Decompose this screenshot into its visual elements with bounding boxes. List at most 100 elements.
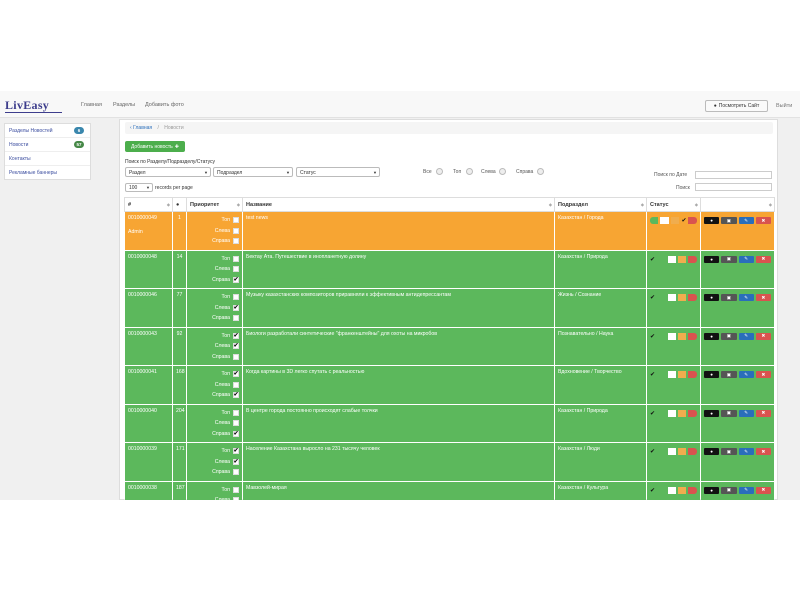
status-toggle-r[interactable]: [688, 255, 697, 263]
radio-right[interactable]: [537, 168, 544, 175]
priority-checkbox[interactable]: [233, 315, 239, 322]
col-id[interactable]: # ◆: [124, 197, 173, 212]
nav-link-add-photo[interactable]: Добавить фото: [145, 102, 184, 108]
delete-icon[interactable]: ✖: [755, 255, 771, 263]
logout-link[interactable]: Выйти: [776, 103, 793, 109]
view-eye-icon[interactable]: ●: [704, 255, 720, 263]
status-select[interactable]: Статус ▼: [296, 167, 380, 177]
delete-icon[interactable]: ✖: [755, 332, 771, 340]
status-toggle-r[interactable]: [688, 371, 697, 378]
priority-checkbox[interactable]: [233, 381, 239, 388]
status-toggle-r[interactable]: [688, 448, 697, 455]
priority-checkbox[interactable]: [233, 255, 239, 262]
priority-checkbox[interactable]: [233, 420, 239, 427]
row-title[interactable]: Биологи разработали синтетические "франк…: [242, 326, 555, 366]
status-toggle-o[interactable]: [678, 255, 687, 263]
priority-checkbox[interactable]: ✔: [233, 392, 239, 399]
sidebar-item[interactable]: Разделы Новостей 6: [5, 124, 90, 138]
row-title[interactable]: В центре города постоянно происходят сла…: [242, 403, 555, 443]
status-toggle-g[interactable]: [657, 448, 666, 455]
view-eye-icon[interactable]: ●: [704, 409, 720, 417]
table-row[interactable]: 0010000038187ТопСлеваСправа✔Мавзолей-мир…: [124, 480, 775, 500]
status-toggle-w[interactable]: [667, 448, 676, 455]
view-eye-icon[interactable]: ●: [704, 332, 720, 340]
priority-checkbox[interactable]: ✔: [233, 371, 239, 378]
row-title[interactable]: Музыку казахстанских композиторов прирав…: [242, 288, 555, 328]
row-title[interactable]: Когда картины в 3D легко спутать с реаль…: [242, 365, 555, 405]
image-icon[interactable]: ▣: [721, 371, 737, 378]
edit-pencil-icon[interactable]: ✎: [738, 486, 754, 494]
priority-checkbox[interactable]: ✔: [233, 458, 239, 465]
radio-all[interactable]: [436, 168, 443, 175]
status-toggle-w[interactable]: [667, 371, 676, 378]
view-eye-icon[interactable]: ●: [704, 371, 720, 378]
nav-link-sections[interactable]: Разделы: [113, 102, 136, 108]
nav-link-home[interactable]: Главная: [81, 102, 102, 108]
priority-checkbox[interactable]: [233, 486, 239, 493]
priority-checkbox[interactable]: [233, 266, 239, 273]
view-eye-icon[interactable]: ●: [704, 217, 720, 224]
row-title[interactable]: Население Казахстана выросло на 231 тыся…: [242, 442, 555, 482]
edit-pencil-icon[interactable]: ✎: [738, 217, 754, 224]
priority-checkbox[interactable]: [233, 353, 239, 360]
delete-icon[interactable]: ✖: [755, 448, 771, 455]
status-toggle-r[interactable]: [688, 409, 697, 417]
edit-pencil-icon[interactable]: ✎: [738, 371, 754, 378]
radio-top[interactable]: [466, 168, 473, 175]
priority-checkbox[interactable]: ✔: [233, 343, 239, 350]
sidebar-item[interactable]: Новости 57: [5, 138, 90, 152]
view-site-button[interactable]: ● Посмотреть Сайт: [705, 100, 768, 112]
sidebar-item[interactable]: Контакты: [5, 152, 90, 166]
priority-checkbox[interactable]: [233, 238, 239, 245]
image-icon[interactable]: ▣: [721, 217, 737, 224]
image-icon[interactable]: ▣: [721, 332, 737, 340]
section-select[interactable]: Раздел ▼: [125, 167, 211, 177]
status-toggle-g[interactable]: [650, 217, 659, 224]
radio-left[interactable]: [499, 168, 506, 175]
date-search-input[interactable]: [695, 171, 772, 179]
status-toggle-r[interactable]: [688, 486, 697, 494]
priority-checkbox[interactable]: [233, 469, 239, 476]
priority-checkbox[interactable]: [233, 497, 239, 500]
table-row[interactable]: 0010000048 14 Топ Слева Справа ✔ Бектау Ата. П…: [124, 249, 775, 289]
table-row[interactable]: 0010000039 171 Топ ✔ Слева ✔ Справа Население К…: [124, 442, 775, 482]
status-toggle-w[interactable]: [660, 217, 669, 224]
delete-icon[interactable]: ✖: [755, 371, 771, 378]
image-icon[interactable]: ▣: [721, 448, 737, 455]
status-toggle-o[interactable]: [678, 294, 687, 301]
col-title[interactable]: Название ◆: [242, 197, 555, 212]
delete-icon[interactable]: ✖: [755, 294, 771, 301]
edit-pencil-icon[interactable]: ✎: [738, 255, 754, 263]
priority-checkbox[interactable]: [233, 294, 239, 301]
view-eye-icon[interactable]: ●: [704, 294, 720, 301]
status-toggle-w[interactable]: [667, 255, 676, 263]
add-news-button[interactable]: Добавить новость ✚: [125, 141, 185, 152]
priority-checkbox[interactable]: [233, 217, 239, 224]
delete-icon[interactable]: ✖: [755, 217, 771, 224]
col-status[interactable]: Статус ◆: [646, 197, 701, 212]
subsection-select[interactable]: Подраздел ▼: [213, 167, 293, 177]
priority-checkbox[interactable]: ✔: [233, 276, 239, 283]
status-toggle-o[interactable]: [678, 371, 687, 378]
status-toggle-o[interactable]: [670, 217, 680, 224]
image-icon[interactable]: ▣: [721, 255, 737, 263]
status-toggle-r[interactable]: [688, 332, 697, 340]
status-toggle-g[interactable]: [657, 332, 666, 340]
brand-logo[interactable]: LivEasy: [5, 98, 50, 112]
status-toggle-r[interactable]: [688, 217, 697, 224]
priority-checkbox[interactable]: [233, 409, 239, 416]
row-title[interactable]: Мавзолей-мирая: [242, 480, 555, 500]
col-views[interactable]: ●: [172, 197, 187, 212]
priority-checkbox[interactable]: [233, 227, 239, 234]
status-toggle-w[interactable]: [667, 294, 676, 301]
priority-checkbox[interactable]: ✔: [233, 332, 239, 339]
image-icon[interactable]: ▣: [721, 294, 737, 301]
status-toggle-g[interactable]: [657, 255, 666, 263]
delete-icon[interactable]: ✖: [755, 409, 771, 417]
delete-icon[interactable]: ✖: [755, 486, 771, 494]
priority-checkbox[interactable]: ✔: [233, 448, 239, 455]
status-toggle-w[interactable]: [667, 486, 676, 494]
edit-pencil-icon[interactable]: ✎: [738, 294, 754, 301]
priority-checkbox[interactable]: ✔: [233, 304, 239, 311]
status-toggle-o[interactable]: [678, 486, 687, 494]
